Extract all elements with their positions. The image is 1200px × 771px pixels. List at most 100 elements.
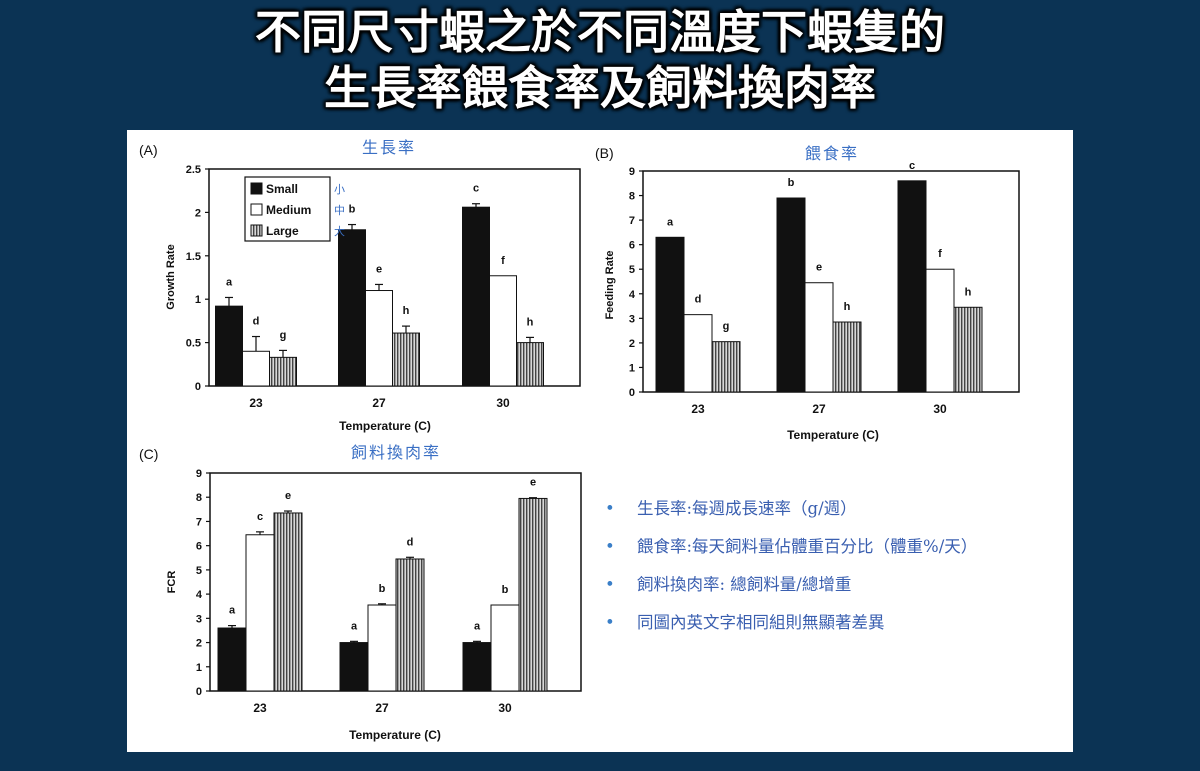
significance-letter: h (965, 286, 972, 298)
significance-letter: h (403, 305, 410, 317)
x-tick-label: 23 (249, 396, 263, 410)
y-axis-label: Growth Rate (165, 244, 177, 309)
bar-small (215, 305, 243, 387)
y-tick-label: 4 (196, 589, 203, 601)
x-tick-label: 27 (812, 402, 826, 416)
bar-small (339, 642, 369, 692)
chart-A: 0 0.5 1 1.5 2 2.5 a b c d e f g h h 23 27 30 Temperature (… (139, 138, 581, 433)
x-tick-label: 30 (498, 701, 512, 715)
x-axis-label: Temperature (C) (339, 419, 431, 433)
y-tick-label: 2.5 (186, 164, 201, 176)
y-tick-label: 8 (196, 492, 202, 504)
x-tick-label: 23 (253, 701, 267, 715)
legend-cn-large: 大 (334, 224, 345, 238)
chart-panel-area: 0 0.5 1 1.5 2 2.5 a b c d e f g h h 23 27 30 Temperature (… (127, 130, 1073, 752)
bar-small (462, 206, 490, 387)
legend-swatch-medium (250, 203, 263, 216)
significance-letter: g (723, 321, 730, 333)
bar-small (338, 229, 366, 387)
bar-large (269, 356, 297, 387)
bar-medium (804, 282, 834, 393)
significance-letter: a (474, 620, 481, 632)
y-tick-label: 9 (629, 166, 635, 178)
bar-medium (367, 604, 397, 692)
significance-letter: e (285, 490, 291, 502)
y-tick-label: 4 (629, 289, 636, 301)
y-tick-label: 3 (629, 313, 635, 325)
bar-medium (925, 268, 955, 393)
y-tick-label: 0 (629, 387, 635, 399)
panel-label: (B) (595, 145, 614, 161)
y-tick-label: 0 (196, 686, 202, 698)
significance-letter: d (253, 316, 260, 328)
bar-small (776, 197, 806, 393)
y-tick-label: 6 (196, 541, 202, 553)
legend-label-small: Small (266, 182, 298, 196)
y-axis-label: Feeding Rate (604, 250, 616, 319)
significance-letter: d (695, 294, 702, 306)
x-tick-label: 23 (691, 402, 705, 416)
chart-legend: Small 小 Medium 中 Large 大 (244, 176, 345, 242)
bar-small (462, 642, 492, 692)
y-tick-label: 2 (629, 338, 635, 350)
x-tick-label: 27 (375, 701, 389, 715)
bar-large (832, 321, 862, 393)
significance-letter: b (788, 177, 795, 189)
y-tick-label: 0 (195, 381, 201, 393)
significance-letter: b (349, 204, 356, 216)
bar-medium (683, 314, 713, 393)
significance-letter: h (844, 301, 851, 313)
y-tick-label: 5 (196, 565, 202, 577)
x-tick-label: 30 (496, 396, 510, 410)
legend-cn-small: 小 (334, 183, 345, 196)
bar-large (711, 341, 741, 393)
x-axis-label: Temperature (C) (349, 728, 441, 742)
significance-letter: f (501, 255, 505, 267)
slide-title-line1: 不同尺寸蝦之於不同溫度下蝦隻的 (255, 5, 945, 59)
bar-large (395, 558, 425, 692)
note-item-feeding-rate: 餵食率:每天飼料量佔體重百分比（體重%/天） (605, 536, 1065, 574)
significance-letter: h (527, 316, 534, 328)
bar-small (217, 627, 247, 692)
panel-label: (C) (139, 446, 158, 462)
bar-medium (365, 290, 393, 387)
x-tick-label: 30 (933, 402, 947, 416)
legend-label-medium: Medium (266, 203, 311, 217)
significance-letter: g (280, 329, 287, 341)
y-tick-label: 1 (195, 294, 201, 306)
bar-small (655, 236, 685, 393)
y-tick-label: 3 (196, 613, 202, 625)
y-tick-label: 7 (196, 516, 202, 528)
y-axis-label: FCR (166, 571, 178, 594)
significance-letter: b (502, 584, 509, 596)
significance-letter: c (909, 160, 915, 172)
note-item-significance: 同圖內英文字相同組則無顯著差異 (605, 612, 1065, 650)
legend-label-large: Large (266, 224, 299, 238)
x-axis-label: Temperature (C) (787, 428, 879, 442)
y-tick-label: 1.5 (186, 251, 201, 263)
panel-subtitle: 飼料換肉率 (351, 443, 441, 462)
significance-letter: a (351, 620, 358, 632)
significance-letter: d (407, 536, 414, 548)
slide-title: 不同尺寸蝦之於不同溫度下蝦隻的 生長率餵食率及飼料換肉率 (0, 4, 1200, 116)
significance-letter: c (473, 183, 479, 195)
bar-large (392, 332, 420, 387)
legend-swatch-small (250, 182, 263, 195)
bar-medium (242, 350, 270, 387)
y-tick-label: 7 (629, 215, 635, 227)
significance-letter: a (229, 605, 236, 617)
significance-letter: e (816, 262, 822, 274)
legend-swatch-large (250, 224, 263, 237)
bar-small (897, 180, 927, 393)
y-tick-label: 2 (196, 638, 202, 650)
bar-large (516, 342, 544, 387)
y-tick-label: 1 (629, 362, 635, 374)
notes-list: 生長率:每週成長速率（g/週） 餵食率:每天飼料量佔體重百分比（體重%/天） 飼… (605, 498, 1065, 650)
significance-letter: c (257, 511, 263, 523)
y-tick-label: 1 (196, 662, 202, 674)
bar-medium (245, 534, 275, 692)
panel-label: (A) (139, 142, 158, 158)
